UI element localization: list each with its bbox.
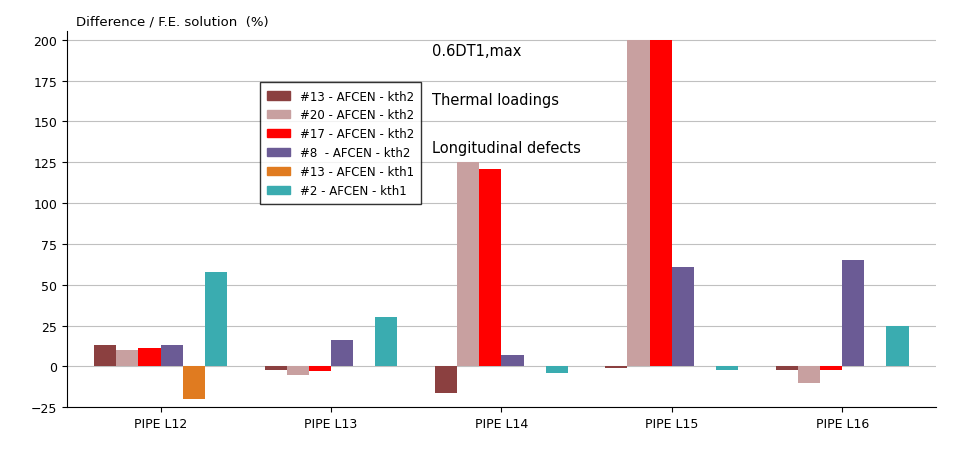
Bar [716,367,738,370]
Bar [308,367,331,372]
Bar [775,367,797,370]
Bar [457,163,479,367]
Bar [820,367,842,370]
Bar [331,341,353,367]
Bar [605,367,627,368]
Bar [886,326,908,367]
Bar [671,267,694,367]
Bar [160,345,182,367]
Bar [138,349,160,367]
Bar [842,261,864,367]
Bar [479,169,501,367]
Text: Thermal loadings: Thermal loadings [432,93,559,107]
Bar [649,41,671,367]
Bar [265,367,286,370]
Text: Difference / F.E. solution  (%): Difference / F.E. solution (%) [75,16,268,29]
Bar [286,367,308,375]
Bar [182,367,205,399]
Bar [627,41,649,367]
Bar [117,350,138,367]
Legend: #13 - AFCEN - kth2, #20 - AFCEN - kth2, #17 - AFCEN - kth2, #8  - AFCEN - kth2, : #13 - AFCEN - kth2, #20 - AFCEN - kth2, … [260,83,421,205]
Bar [205,272,227,367]
Bar [375,318,397,367]
Bar [501,355,523,367]
Text: 0.6DT1,max: 0.6DT1,max [432,44,521,59]
Bar [797,367,820,383]
Bar [435,367,457,393]
Bar [545,367,568,373]
Bar [95,345,117,367]
Text: Longitudinal defects: Longitudinal defects [432,141,581,156]
